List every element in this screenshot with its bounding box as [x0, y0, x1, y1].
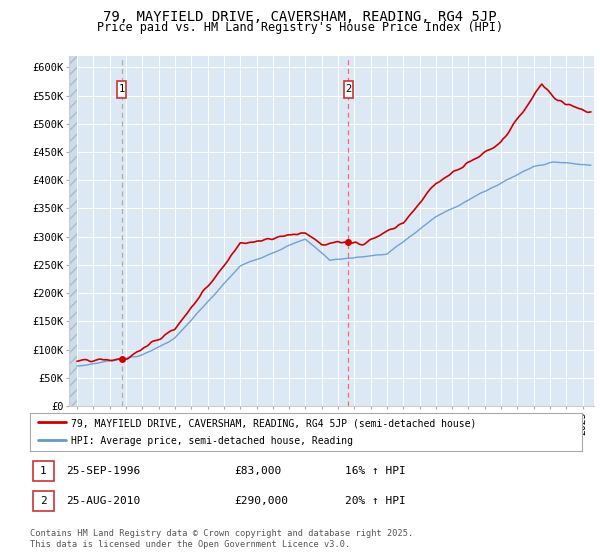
Text: HPI: Average price, semi-detached house, Reading: HPI: Average price, semi-detached house,… [71, 436, 353, 446]
Text: 25-SEP-1996: 25-SEP-1996 [66, 466, 140, 476]
Text: 79, MAYFIELD DRIVE, CAVERSHAM, READING, RG4 5JP (semi-detached house): 79, MAYFIELD DRIVE, CAVERSHAM, READING, … [71, 418, 477, 428]
Text: 1: 1 [40, 466, 47, 476]
FancyBboxPatch shape [33, 461, 54, 481]
Bar [69, 56, 77, 406]
Text: 25-AUG-2010: 25-AUG-2010 [66, 496, 140, 506]
Text: £83,000: £83,000 [234, 466, 281, 476]
Text: 1: 1 [119, 84, 125, 94]
Text: 79, MAYFIELD DRIVE, CAVERSHAM, READING, RG4 5JP: 79, MAYFIELD DRIVE, CAVERSHAM, READING, … [103, 10, 497, 24]
FancyBboxPatch shape [33, 491, 54, 511]
Text: 2: 2 [40, 496, 47, 506]
Text: 2: 2 [346, 84, 352, 94]
Text: £290,000: £290,000 [234, 496, 288, 506]
FancyBboxPatch shape [117, 81, 126, 97]
FancyBboxPatch shape [344, 81, 353, 97]
Text: 20% ↑ HPI: 20% ↑ HPI [344, 496, 406, 506]
Text: 16% ↑ HPI: 16% ↑ HPI [344, 466, 406, 476]
Text: Contains HM Land Registry data © Crown copyright and database right 2025.
This d: Contains HM Land Registry data © Crown c… [30, 529, 413, 549]
Text: Price paid vs. HM Land Registry's House Price Index (HPI): Price paid vs. HM Land Registry's House … [97, 21, 503, 34]
